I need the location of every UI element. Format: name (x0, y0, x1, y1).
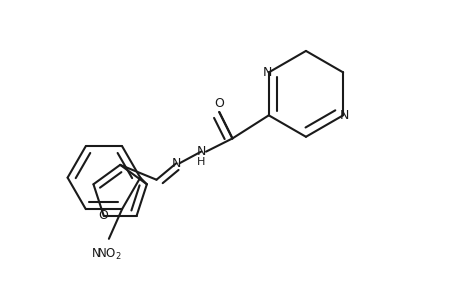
Text: NO$_2$: NO$_2$ (96, 247, 121, 262)
Text: O: O (99, 209, 108, 222)
Text: N: N (171, 157, 180, 170)
Text: O: O (214, 97, 224, 110)
Text: N: N (262, 66, 271, 79)
Text: H: H (196, 157, 205, 166)
Text: N: N (92, 247, 101, 260)
Text: N: N (339, 109, 349, 122)
Text: N: N (196, 145, 205, 158)
